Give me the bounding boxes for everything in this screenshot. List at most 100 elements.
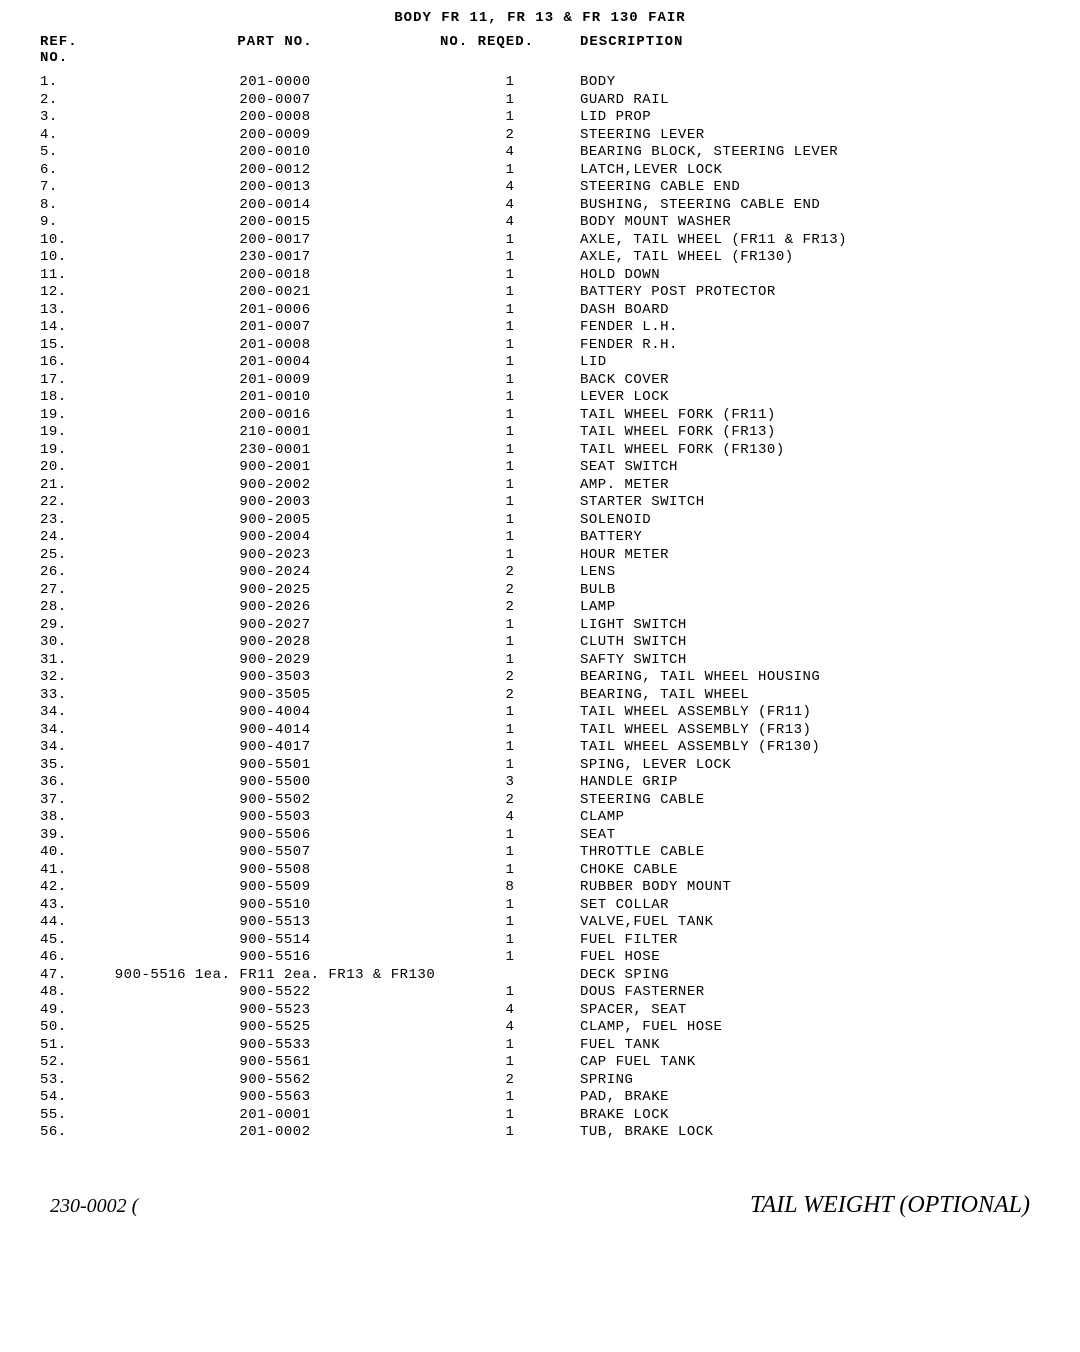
cell-ref: 53. bbox=[40, 1072, 110, 1090]
cell-ref: 56. bbox=[40, 1124, 110, 1142]
cell-desc: DOUS FASTERNER bbox=[580, 984, 1040, 1002]
cell-part: 900-2003 bbox=[110, 494, 440, 512]
cell-part: 200-0014 bbox=[110, 197, 440, 215]
cell-qty: 1 bbox=[440, 109, 580, 127]
cell-desc: HOUR METER bbox=[580, 547, 1040, 565]
cell-ref: 6. bbox=[40, 162, 110, 180]
cell-ref: 39. bbox=[40, 827, 110, 845]
cell-part: 900-5562 bbox=[110, 1072, 440, 1090]
page-footer: 230-0002 ( TAIL WEIGHT (OPTIONAL) bbox=[40, 1192, 1040, 1219]
table-row: 18.201-00101LEVER LOCK bbox=[40, 389, 1040, 407]
cell-qty: 1 bbox=[440, 267, 580, 285]
cell-desc: SPACER, SEAT bbox=[580, 1002, 1040, 1020]
cell-desc: LEVER LOCK bbox=[580, 389, 1040, 407]
cell-desc: CAP FUEL TANK bbox=[580, 1054, 1040, 1072]
cell-part: 201-0001 bbox=[110, 1107, 440, 1125]
cell-desc: STEERING CABLE END bbox=[580, 179, 1040, 197]
cell-part: 201-0000 bbox=[110, 74, 440, 92]
cell-part: 900-3505 bbox=[110, 687, 440, 705]
table-row: 44.900-55131VALVE,FUEL TANK bbox=[40, 914, 1040, 932]
cell-part: 201-0004 bbox=[110, 354, 440, 372]
cell-desc: BRAKE LOCK bbox=[580, 1107, 1040, 1125]
cell-desc: PAD, BRAKE bbox=[580, 1089, 1040, 1107]
table-row: 10.230-00171AXLE, TAIL WHEEL (FR130) bbox=[40, 249, 1040, 267]
cell-qty: 2 bbox=[440, 669, 580, 687]
cell-desc: DASH BOARD bbox=[580, 302, 1040, 320]
cell-qty: 1 bbox=[440, 354, 580, 372]
cell-qty: 1 bbox=[440, 827, 580, 845]
cell-ref: 35. bbox=[40, 757, 110, 775]
cell-part: 900-2005 bbox=[110, 512, 440, 530]
table-row: 33.900-35052BEARING, TAIL WHEEL bbox=[40, 687, 1040, 705]
cell-qty: 1 bbox=[440, 232, 580, 250]
cell-part: 200-0009 bbox=[110, 127, 440, 145]
table-row: 22.900-20031STARTER SWITCH bbox=[40, 494, 1040, 512]
cell-qty: 1 bbox=[440, 92, 580, 110]
cell-desc: DECK SPING bbox=[580, 967, 1040, 985]
cell-part: 230-0017 bbox=[110, 249, 440, 267]
cell-desc: BATTERY bbox=[580, 529, 1040, 547]
cell-part: 900-5503 bbox=[110, 809, 440, 827]
table-row: 19.200-00161TAIL WHEEL FORK (FR11) bbox=[40, 407, 1040, 425]
table-row: 20.900-20011SEAT SWITCH bbox=[40, 459, 1040, 477]
cell-desc: STEERING CABLE bbox=[580, 792, 1040, 810]
cell-ref: 50. bbox=[40, 1019, 110, 1037]
cell-part: 900-5501 bbox=[110, 757, 440, 775]
cell-qty: 1 bbox=[440, 477, 580, 495]
cell-desc: FENDER L.H. bbox=[580, 319, 1040, 337]
cell-desc: LAMP bbox=[580, 599, 1040, 617]
cell-desc: GUARD RAIL bbox=[580, 92, 1040, 110]
cell-qty: 1 bbox=[440, 634, 580, 652]
cell-qty bbox=[440, 967, 580, 985]
cell-qty: 1 bbox=[440, 704, 580, 722]
cell-qty: 1 bbox=[440, 512, 580, 530]
cell-qty: 4 bbox=[440, 809, 580, 827]
table-header: REF. NO. PART NO. NO. REQED. DESCRIPTION bbox=[40, 34, 1040, 70]
cell-qty: 1 bbox=[440, 459, 580, 477]
cell-qty: 1 bbox=[440, 1124, 580, 1142]
cell-desc: BODY MOUNT WASHER bbox=[580, 214, 1040, 232]
cell-qty: 1 bbox=[440, 389, 580, 407]
table-row: 16.201-00041LID bbox=[40, 354, 1040, 372]
cell-part: 900-5561 bbox=[110, 1054, 440, 1072]
cell-ref: 34. bbox=[40, 704, 110, 722]
cell-ref: 37. bbox=[40, 792, 110, 810]
cell-qty: 1 bbox=[440, 319, 580, 337]
cell-desc: HOLD DOWN bbox=[580, 267, 1040, 285]
table-row: 56.201-00021TUB, BRAKE LOCK bbox=[40, 1124, 1040, 1142]
cell-desc: SEAT SWITCH bbox=[580, 459, 1040, 477]
cell-part: 900-5516 bbox=[110, 949, 440, 967]
cell-part: 900-5513 bbox=[110, 914, 440, 932]
cell-ref: 24. bbox=[40, 529, 110, 547]
cell-part: 900-2024 bbox=[110, 564, 440, 582]
cell-ref: 28. bbox=[40, 599, 110, 617]
cell-qty: 1 bbox=[440, 442, 580, 460]
table-row: 19.230-00011TAIL WHEEL FORK (FR130) bbox=[40, 442, 1040, 460]
cell-desc: SPING, LEVER LOCK bbox=[580, 757, 1040, 775]
cell-desc: FUEL FILTER bbox=[580, 932, 1040, 950]
cell-qty: 1 bbox=[440, 1107, 580, 1125]
table-row: 27.900-20252BULB bbox=[40, 582, 1040, 600]
cell-desc: FUEL TANK bbox=[580, 1037, 1040, 1055]
table-row: 34.900-40141TAIL WHEEL ASSEMBLY (FR13) bbox=[40, 722, 1040, 740]
cell-ref: 54. bbox=[40, 1089, 110, 1107]
cell-part: 900-2029 bbox=[110, 652, 440, 670]
cell-desc: THROTTLE CABLE bbox=[580, 844, 1040, 862]
table-row: 47.900-5516 1ea. FR11 2ea. FR13 & FR130D… bbox=[40, 967, 1040, 985]
table-row: 41.900-55081CHOKE CABLE bbox=[40, 862, 1040, 880]
cell-desc: VALVE,FUEL TANK bbox=[580, 914, 1040, 932]
table-row: 4.200-00092STEERING LEVER bbox=[40, 127, 1040, 145]
cell-qty: 4 bbox=[440, 144, 580, 162]
table-row: 28.900-20262LAMP bbox=[40, 599, 1040, 617]
cell-desc: BEARING BLOCK, STEERING LEVER bbox=[580, 144, 1040, 162]
cell-qty: 1 bbox=[440, 617, 580, 635]
cell-ref: 23. bbox=[40, 512, 110, 530]
table-row: 38.900-55034CLAMP bbox=[40, 809, 1040, 827]
cell-qty: 2 bbox=[440, 582, 580, 600]
cell-qty: 2 bbox=[440, 127, 580, 145]
cell-ref: 8. bbox=[40, 197, 110, 215]
cell-part: 200-0018 bbox=[110, 267, 440, 285]
cell-desc: STEERING LEVER bbox=[580, 127, 1040, 145]
cell-ref: 32. bbox=[40, 669, 110, 687]
header-part: PART NO. bbox=[110, 34, 440, 66]
